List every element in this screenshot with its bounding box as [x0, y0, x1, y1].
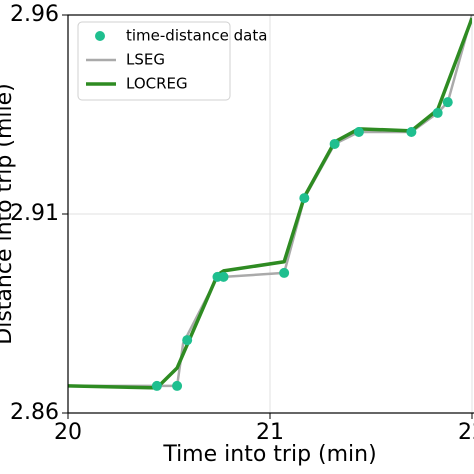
point	[299, 193, 310, 204]
legend-box	[77, 21, 231, 101]
legend-label: LOCREG	[126, 75, 188, 93]
point	[329, 138, 340, 149]
point	[406, 127, 417, 138]
point	[442, 97, 453, 108]
line	[68, 15, 472, 388]
legend-label: time-distance data	[126, 27, 267, 45]
plot-area	[68, 15, 472, 391]
y-tick-label: 2.86	[10, 400, 59, 425]
point	[172, 380, 183, 391]
point	[151, 380, 162, 391]
legend-marker	[95, 31, 105, 41]
point	[279, 267, 290, 278]
plot-frame	[67, 14, 474, 414]
x-tick-label: 21	[256, 420, 284, 445]
x-tick-label: 22	[458, 420, 474, 445]
y-tick-label: 2.91	[10, 201, 59, 226]
point	[432, 107, 443, 118]
y-tick-label: 2.96	[10, 2, 59, 27]
y-axis-label: Distance into trip (mile)	[0, 83, 17, 344]
x-axis-label: Time into trip (min)	[162, 442, 376, 467]
legend-label: LSEG	[126, 51, 165, 69]
x-tick-label: 20	[54, 420, 82, 445]
point	[182, 335, 193, 346]
point	[353, 127, 364, 138]
line	[68, 17, 472, 390]
point	[218, 271, 229, 282]
